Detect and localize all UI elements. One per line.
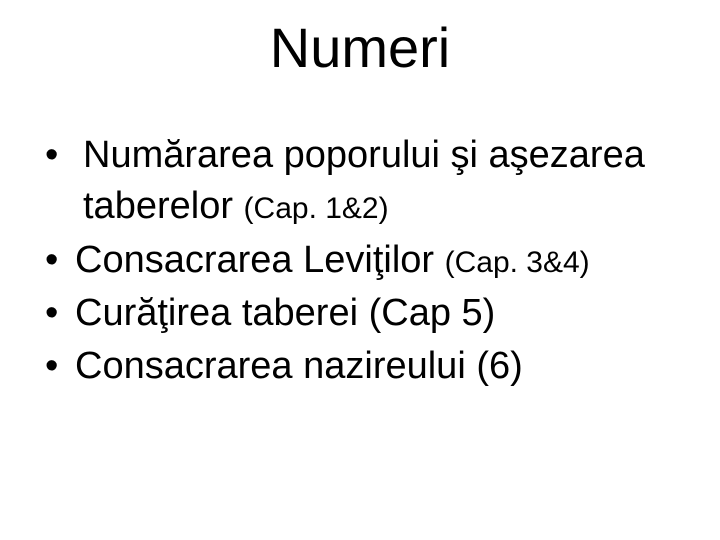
bullet-text: Consacrarea nazireului (6) [75,345,523,387]
list-item: Consacrarea nazireului (6) [45,341,700,392]
bullet-ref: (Cap. 3&4) [445,246,590,279]
bullet-list: Numărarea poporului şi aşezarea taberelo… [20,130,700,392]
list-item: Numărarea poporului şi aşezarea taberelo… [45,130,700,233]
list-item: Curăţirea taberei (Cap 5) [45,288,700,339]
slide-title: Numeri [20,15,700,80]
bullet-text: Consacrarea Leviţilor [75,239,445,281]
list-item: Consacrarea Leviţilor (Cap. 3&4) [45,235,700,286]
bullet-text: Curăţirea taberei (Cap 5) [75,292,495,334]
bullet-ref: (Cap. 1&2) [244,192,389,225]
